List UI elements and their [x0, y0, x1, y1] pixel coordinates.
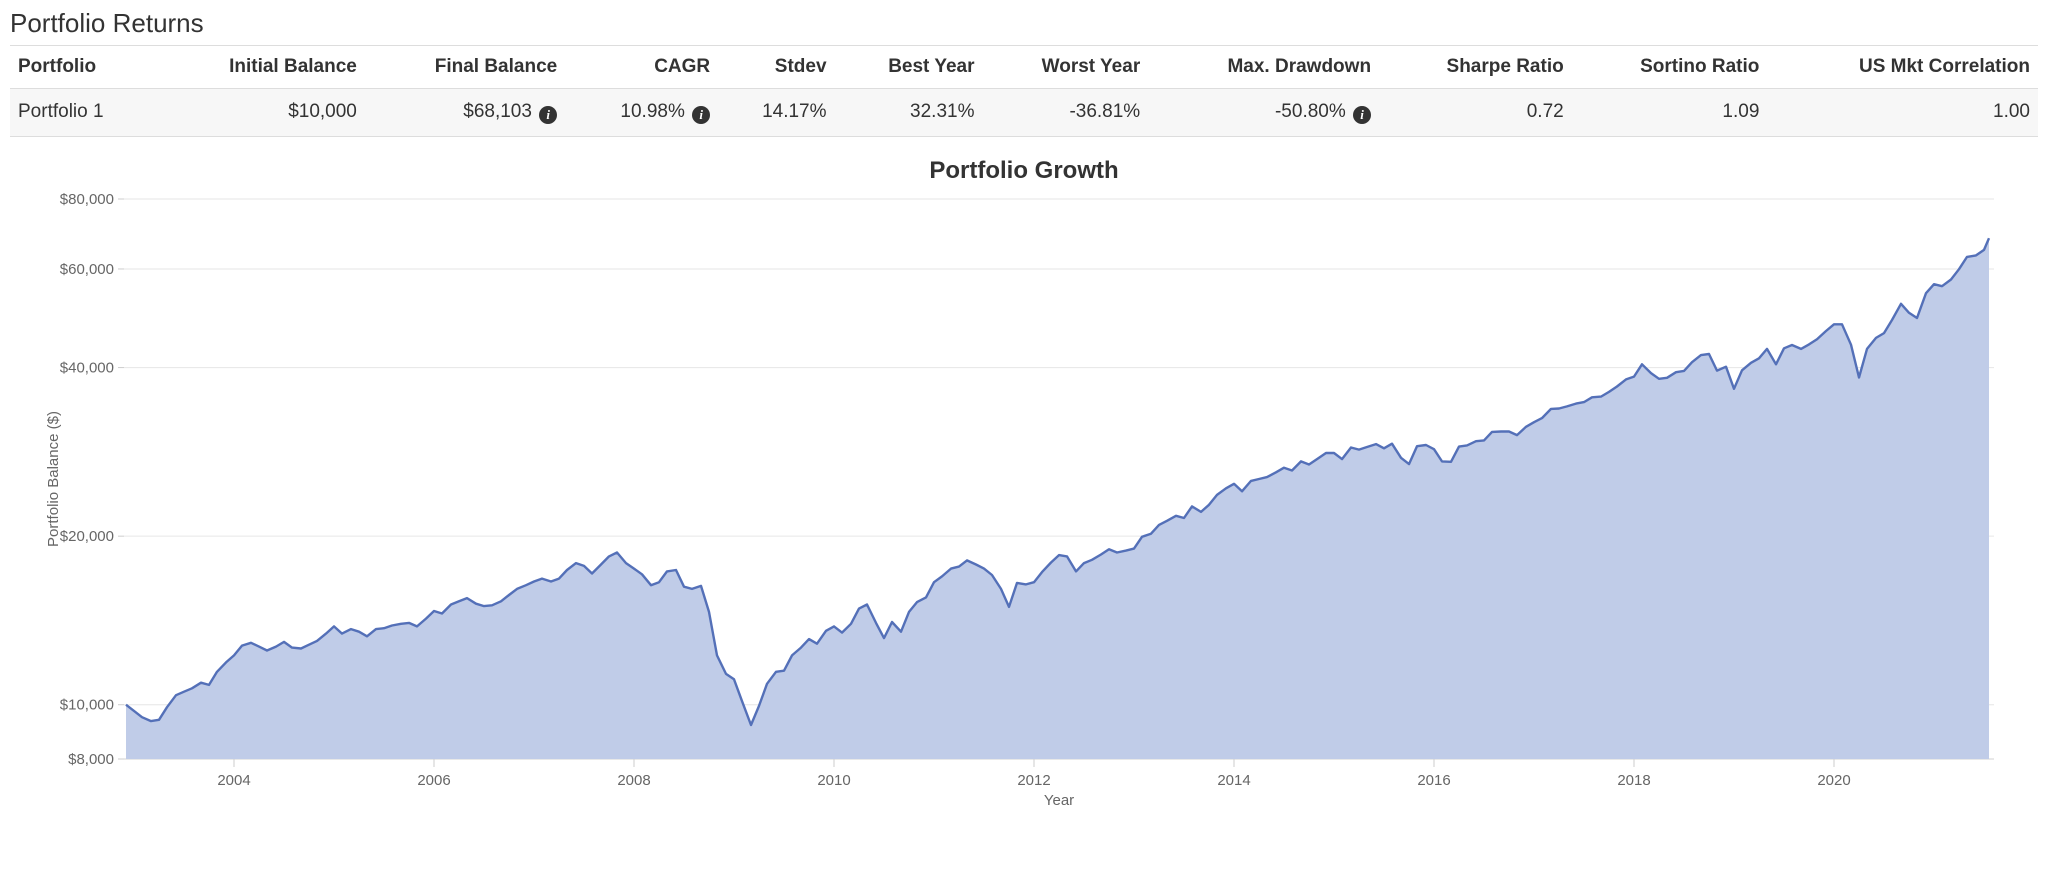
col-stdev: Stdev: [718, 46, 834, 89]
cell-worst-year: -36.81%: [982, 89, 1148, 137]
svg-text:$40,000: $40,000: [60, 359, 114, 376]
svg-text:2010: 2010: [817, 772, 850, 789]
svg-text:$20,000: $20,000: [60, 528, 114, 545]
section-title: Portfolio Returns: [10, 8, 2038, 39]
svg-text:Year: Year: [1044, 792, 1074, 807]
col-us-mkt-corr: US Mkt Correlation: [1767, 46, 2038, 89]
svg-text:Portfolio Balance ($): Portfolio Balance ($): [45, 411, 62, 547]
cell-initial-balance: $10,000: [157, 89, 365, 137]
portfolio-growth-chart: $8,000 $10,000 $20,000 $40,000 $60,000 $80,00…: [40, 193, 2004, 807]
cell-us-mkt-corr: 1.00: [1767, 89, 2038, 137]
info-icon[interactable]: i: [1353, 106, 1371, 124]
table-header-row: Portfolio Initial Balance Final Balance …: [10, 46, 2038, 89]
cell-sharpe: 0.72: [1379, 89, 1572, 137]
svg-text:$10,000: $10,000: [60, 696, 114, 713]
cell-best-year: 32.31%: [835, 89, 983, 137]
cell-stdev: 14.17%: [718, 89, 834, 137]
col-portfolio: Portfolio: [10, 46, 157, 89]
col-cagr: CAGR: [565, 46, 718, 89]
col-best-year: Best Year: [835, 46, 983, 89]
col-sortino: Sortino Ratio: [1572, 46, 1768, 89]
cell-final-balance: $68,103 i: [365, 89, 565, 137]
returns-table: Portfolio Initial Balance Final Balance …: [10, 45, 2038, 137]
svg-text:2012: 2012: [1017, 772, 1050, 789]
col-sharpe: Sharpe Ratio: [1379, 46, 1572, 89]
svg-text:$60,000: $60,000: [60, 260, 114, 277]
cell-cagr: 10.98% i: [565, 89, 718, 137]
svg-text:$80,000: $80,000: [60, 193, 114, 208]
svg-text:2008: 2008: [617, 772, 650, 789]
cell-max-drawdown: -50.80% i: [1148, 89, 1379, 137]
svg-text:2014: 2014: [1217, 772, 1250, 789]
col-initial-balance: Initial Balance: [157, 46, 365, 89]
col-max-drawdown: Max. Drawdown: [1148, 46, 1379, 89]
col-worst-year: Worst Year: [982, 46, 1148, 89]
chart-title: Portfolio Growth: [10, 157, 2038, 185]
svg-text:2004: 2004: [217, 772, 250, 789]
col-final-balance: Final Balance: [365, 46, 565, 89]
info-icon[interactable]: i: [692, 106, 710, 124]
svg-text:2006: 2006: [417, 772, 450, 789]
info-icon[interactable]: i: [539, 106, 557, 124]
cell-portfolio: Portfolio 1: [10, 89, 157, 137]
svg-text:2016: 2016: [1417, 772, 1450, 789]
svg-text:2020: 2020: [1817, 772, 1850, 789]
table-row: Portfolio 1 $10,000 $68,103 i 10.98% i 1…: [10, 89, 2038, 137]
svg-text:$8,000: $8,000: [68, 751, 114, 768]
svg-text:2018: 2018: [1617, 772, 1650, 789]
cell-sortino: 1.09: [1572, 89, 1768, 137]
